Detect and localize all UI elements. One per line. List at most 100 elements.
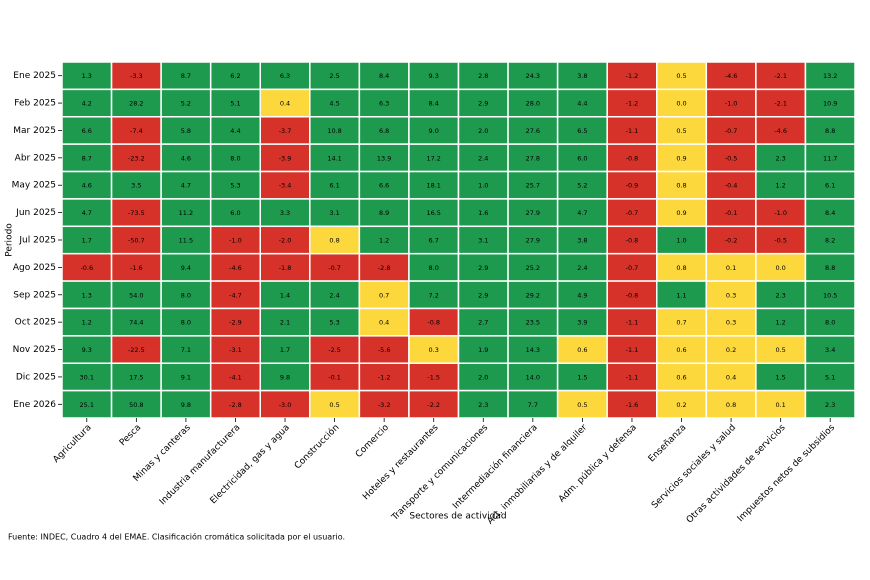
cell-label: 7.1: [181, 346, 191, 354]
cell-label: 0.5: [577, 401, 587, 409]
cell-label: 8.7: [82, 154, 92, 162]
cell-label: 0.7: [379, 291, 389, 299]
heatmap-cell: [160, 170, 212, 200]
cell-label: 2.4: [577, 264, 587, 272]
cell-label: -0.5: [725, 154, 738, 162]
cell-label: 3.3: [280, 209, 290, 217]
cell-label: -1.1: [626, 373, 639, 381]
cell-label: 1.0: [478, 182, 488, 190]
cell-label: 24.3: [526, 72, 540, 80]
cell-label: 0.8: [726, 401, 736, 409]
y-tick-label: Ene 2026: [13, 400, 56, 410]
cell-label: 6.6: [379, 182, 389, 190]
cell-label: 0.4: [280, 100, 290, 108]
heatmap-cell: [705, 335, 757, 364]
cell-label: -0.8: [427, 319, 440, 327]
cell-label: 4.9: [577, 291, 587, 299]
cell-label: -0.5: [774, 237, 787, 245]
heatmap-cell: [358, 389, 410, 419]
heatmap-cell: [556, 88, 608, 118]
heatmap-cell: [705, 143, 757, 173]
heatmap-cell: [606, 389, 658, 419]
cell-label: 27.8: [526, 154, 540, 162]
cell-label: 2.8: [478, 72, 488, 80]
heatmap-cell: [408, 335, 460, 364]
cell-label: 13.2: [823, 72, 837, 80]
heatmap-cell: [408, 225, 460, 255]
heatmap-cell: [755, 61, 807, 91]
heatmap-cell: [61, 389, 113, 419]
heatmap-cell: [804, 170, 856, 200]
heatmap-cell: [259, 143, 311, 173]
heatmap-cell: [209, 362, 261, 392]
cell-label: 1.2: [775, 319, 785, 327]
cell-label: 8.8: [825, 264, 835, 272]
heatmap-cell: [110, 61, 162, 91]
cell-label: 11.2: [179, 209, 193, 217]
cell-label: -1.1: [626, 319, 639, 327]
heatmap-cell: [507, 170, 559, 200]
cell-label: 5.2: [577, 182, 587, 190]
heatmap-cell: [656, 252, 708, 282]
cell-label: 1.7: [82, 237, 92, 245]
cell-label: 0.5: [775, 346, 785, 354]
heatmap-cell: [408, 307, 460, 337]
cell-label: 0.8: [329, 237, 339, 245]
cell-label: -23.2: [128, 154, 145, 162]
cell-label: -2.9: [229, 319, 242, 327]
cell-label: 27.9: [526, 209, 540, 217]
cell-label: 3.1: [478, 237, 488, 245]
cell-label: -0.7: [725, 127, 738, 135]
cell-label: 8.8: [825, 127, 835, 135]
cell-label: 10.8: [327, 127, 341, 135]
heatmap-cell: [606, 335, 658, 364]
y-tick-label: May 2025: [12, 181, 56, 191]
cell-label: 5.2: [181, 100, 191, 108]
y-tick-label: Dic 2025: [16, 372, 56, 382]
cell-label: 5.1: [825, 373, 835, 381]
cell-label: 6.2: [230, 72, 240, 80]
cell-label: 1.7: [280, 346, 290, 354]
cell-label: -0.9: [626, 182, 639, 190]
heatmap-cell: [259, 280, 311, 310]
cell-label: -0.2: [725, 237, 738, 245]
heatmap-cell: [606, 170, 658, 200]
heatmap-cell: [457, 170, 509, 200]
cell-label: 1.2: [775, 182, 785, 190]
y-tick-label: Ene 2025: [13, 71, 56, 81]
heatmap-cell: [507, 88, 559, 118]
cell-label: 0.1: [775, 401, 785, 409]
cell-label: 27.6: [526, 127, 540, 135]
x-tick-label: Intermediación financiera: [450, 422, 539, 511]
cell-label: 8.0: [181, 319, 191, 327]
heatmap-cell: [457, 61, 509, 91]
cell-label: -1.0: [725, 100, 738, 108]
y-tick-label: Feb 2025: [14, 99, 56, 109]
heatmap-cell: [110, 362, 162, 392]
cell-label: 6.6: [82, 127, 92, 135]
cell-label: -0.1: [725, 209, 738, 217]
heatmap-cell: [358, 170, 410, 200]
cell-label: 25.7: [526, 182, 540, 190]
cell-label: 17.5: [129, 373, 143, 381]
cell-label: -73.5: [128, 209, 145, 217]
cell-label: 0.0: [775, 264, 785, 272]
heatmap-cell: [656, 143, 708, 173]
cell-label: -2.5: [328, 346, 341, 354]
cell-label: 9.4: [181, 264, 191, 272]
cell-label: -0.7: [328, 264, 341, 272]
heatmap-cell: [804, 362, 856, 392]
heatmap-cell: [705, 170, 757, 200]
cell-label: 1.2: [82, 319, 92, 327]
cell-label: 25.2: [526, 264, 540, 272]
heatmap-cell: [804, 389, 856, 419]
cell-label: 2.3: [775, 291, 785, 299]
cell-label: -0.7: [626, 264, 639, 272]
cell-label: 0.7: [676, 319, 686, 327]
heatmap-cell: [457, 252, 509, 282]
heatmap-cell: [209, 170, 261, 200]
cell-label: 0.3: [429, 346, 439, 354]
cell-label: -2.0: [279, 237, 292, 245]
heatmap-cell: [209, 280, 261, 310]
cell-label: 3.8: [577, 72, 587, 80]
